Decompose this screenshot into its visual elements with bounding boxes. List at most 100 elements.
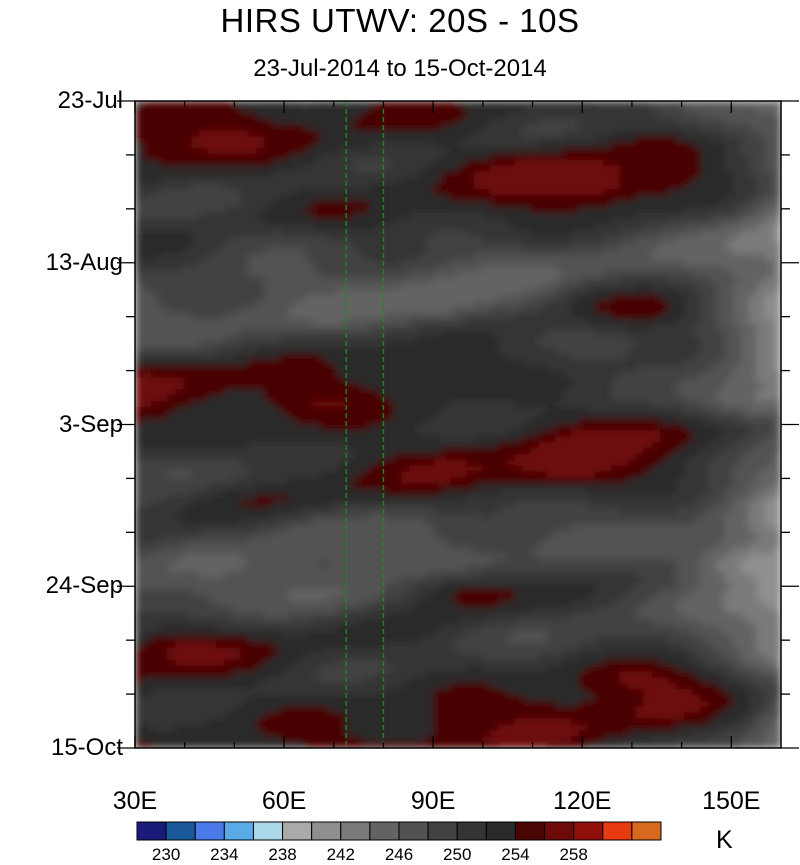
contour-cell: [385, 289, 394, 296]
contour-cell: [764, 124, 774, 132]
contour-cell: [401, 324, 411, 331]
contour-cell: [732, 224, 742, 231]
contour-cell: [474, 383, 483, 390]
contour-cell: [167, 265, 176, 273]
contour-cell: [619, 371, 629, 379]
contour-cell: [199, 418, 209, 426]
contour-cell: [264, 453, 273, 461]
contour-cell: [595, 106, 604, 114]
contour-cell: [595, 412, 604, 420]
contour-cell: [433, 330, 443, 337]
contour-cell: [336, 295, 346, 302]
contour-cell: [692, 371, 701, 379]
contour-cell: [506, 312, 516, 320]
contour-cell: [498, 295, 508, 302]
contour-cell: [385, 212, 394, 220]
contour-cell: [732, 124, 742, 132]
contour-cell: [772, 453, 781, 461]
contour-cell: [466, 359, 475, 367]
contour-cell: [595, 171, 604, 179]
contour-cell: [546, 400, 556, 408]
contour-cell: [231, 218, 241, 226]
contour-cell: [264, 106, 273, 114]
contour-cell: [659, 230, 669, 237]
contour-cell: [231, 130, 241, 137]
contour-cell: [587, 142, 596, 149]
contour-cell: [264, 159, 273, 167]
contour-cell: [530, 253, 540, 261]
contour-cell: [756, 159, 766, 167]
contour-cell: [458, 242, 467, 249]
contour-cell: [667, 418, 677, 426]
contour-cell: [708, 406, 717, 414]
contour-cell: [385, 424, 394, 431]
contour-cell: [587, 353, 596, 361]
contour-cell: [433, 195, 443, 202]
contour-cell: [619, 418, 629, 426]
contour-cell: [264, 153, 273, 161]
contour-cell: [377, 453, 386, 461]
contour-cell: [490, 112, 499, 120]
contour-cell: [667, 200, 677, 208]
contour-cell: [272, 300, 281, 308]
contour-cell: [708, 424, 717, 431]
contour-cell: [458, 353, 467, 361]
contour-cell: [643, 383, 653, 390]
contour-cell: [377, 265, 386, 273]
contour-cell: [256, 153, 265, 161]
contour-cell: [498, 283, 508, 290]
contour-cell: [256, 148, 265, 155]
contour-cell: [215, 371, 225, 379]
contour-cell: [530, 365, 540, 373]
contour-cell: [433, 142, 443, 149]
contour-cell: [466, 436, 475, 443]
contour-cell: [756, 424, 766, 431]
contour-cell: [215, 318, 225, 326]
contour-cell: [772, 389, 781, 396]
contour-cell: [579, 271, 588, 279]
contour-cell: [231, 412, 241, 420]
contour-cell: [546, 277, 556, 284]
contour-cell: [708, 442, 717, 449]
contour-cell: [385, 236, 394, 243]
contour-cell: [312, 165, 322, 173]
contour-cell: [474, 130, 483, 137]
contour-cell: [603, 165, 613, 173]
contour-cell: [684, 206, 693, 214]
contour-cell: [280, 465, 290, 473]
contour-cell: [692, 400, 701, 408]
contour-cell: [611, 359, 621, 367]
contour-cell: [344, 300, 354, 308]
contour-cell: [296, 253, 306, 261]
contour-cell: [361, 112, 370, 120]
contour-cell: [643, 353, 653, 361]
contour-cell: [433, 295, 443, 302]
contour-cell: [288, 395, 298, 402]
contour-cell: [756, 442, 766, 449]
contour-cell: [676, 348, 685, 355]
contour-cell: [740, 159, 750, 167]
contour-cell: [538, 177, 548, 184]
contour-cell: [312, 136, 322, 143]
contour-cell: [167, 212, 176, 220]
contour-cell: [433, 459, 443, 467]
contour-cell: [651, 271, 661, 279]
contour-cell: [385, 400, 394, 408]
contour-cell: [328, 130, 338, 137]
contour-cell: [562, 259, 572, 267]
contour-cell: [151, 189, 160, 196]
contour-cell: [336, 318, 346, 326]
contour-cell: [700, 171, 709, 179]
contour-cell: [215, 124, 225, 132]
contour-cell: [175, 289, 185, 296]
contour-cell: [692, 336, 701, 343]
contour-cell: [135, 359, 144, 367]
contour-cell: [716, 206, 726, 214]
contour-cell: [280, 406, 290, 414]
contour-cell: [724, 400, 734, 408]
contour-cell: [603, 189, 613, 196]
contour-cell: [554, 312, 564, 320]
contour-cell: [272, 183, 281, 190]
contour-cell: [223, 112, 233, 120]
contour-cell: [562, 236, 572, 243]
